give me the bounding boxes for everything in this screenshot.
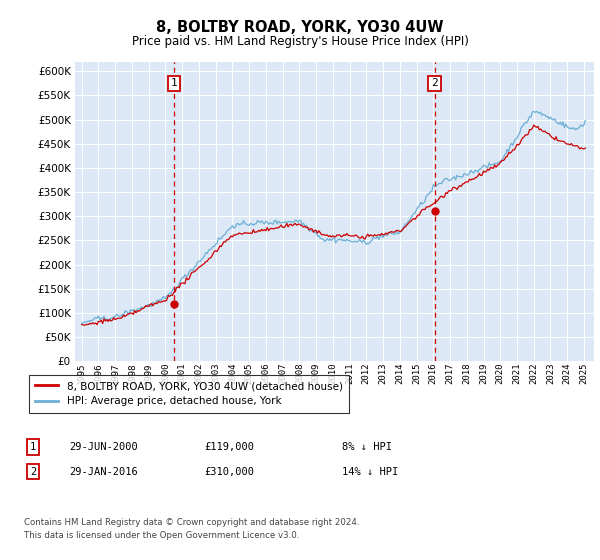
Text: 8, BOLTBY ROAD, YORK, YO30 4UW: 8, BOLTBY ROAD, YORK, YO30 4UW — [156, 20, 444, 35]
Text: Price paid vs. HM Land Registry's House Price Index (HPI): Price paid vs. HM Land Registry's House … — [131, 35, 469, 48]
Text: Contains HM Land Registry data © Crown copyright and database right 2024.
This d: Contains HM Land Registry data © Crown c… — [24, 519, 359, 540]
Text: 29-JUN-2000: 29-JUN-2000 — [69, 442, 138, 452]
Legend: 8, BOLTBY ROAD, YORK, YO30 4UW (detached house), HPI: Average price, detached ho: 8, BOLTBY ROAD, YORK, YO30 4UW (detached… — [29, 375, 349, 413]
Text: 29-JAN-2016: 29-JAN-2016 — [69, 466, 138, 477]
Text: £310,000: £310,000 — [204, 466, 254, 477]
Text: 2: 2 — [30, 466, 36, 477]
Text: 14% ↓ HPI: 14% ↓ HPI — [342, 466, 398, 477]
Text: 2: 2 — [431, 78, 438, 88]
Text: £119,000: £119,000 — [204, 442, 254, 452]
Text: 1: 1 — [30, 442, 36, 452]
Text: 8% ↓ HPI: 8% ↓ HPI — [342, 442, 392, 452]
Text: 1: 1 — [170, 78, 177, 88]
